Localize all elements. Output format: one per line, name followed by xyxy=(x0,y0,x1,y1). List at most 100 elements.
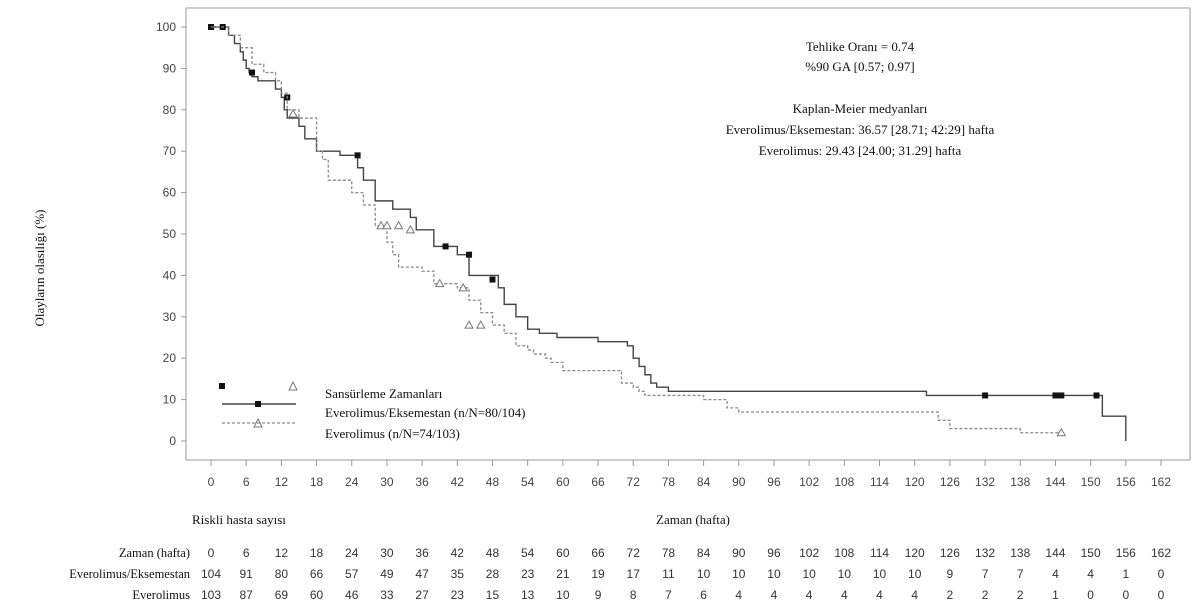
risk-cell: 156 xyxy=(1116,546,1136,560)
x-tick-label: 132 xyxy=(975,475,995,489)
risk-cell: 114 xyxy=(870,546,889,560)
risk-cell: 8 xyxy=(630,588,637,602)
legend-solid-square-marker xyxy=(255,401,261,407)
x-tick-label: 120 xyxy=(905,475,925,489)
censor-marker-square xyxy=(982,392,989,399)
y-tick-label: 60 xyxy=(163,186,177,200)
y-axis-label: Olayların olasılığı (%) xyxy=(32,210,47,327)
risk-cell: 66 xyxy=(310,567,324,581)
x-tick-label: 42 xyxy=(451,475,465,489)
risk-table-title: Riskli hasta sayısı xyxy=(192,512,286,527)
y-tick-label: 80 xyxy=(163,103,177,117)
legend: Sansürleme Zamanları Everolimus/Eksemest… xyxy=(219,380,526,441)
censor-marker-triangle xyxy=(288,108,298,118)
risk-cell: 78 xyxy=(662,546,676,560)
risk-cell: 87 xyxy=(240,588,254,602)
risk-cell: 126 xyxy=(940,546,960,560)
risk-cell: 72 xyxy=(627,546,641,560)
x-axis-label: Zaman (hafta) xyxy=(656,512,730,527)
risk-cell: 60 xyxy=(310,588,324,602)
y-tick-label: 90 xyxy=(163,61,177,75)
x-tick-label: 150 xyxy=(1081,475,1101,489)
x-tick-label: 108 xyxy=(834,475,854,489)
x-tick-label: 138 xyxy=(1010,475,1030,489)
y-tick-label: 20 xyxy=(163,351,177,365)
x-tick-label: 84 xyxy=(697,475,711,489)
risk-cell: 0 xyxy=(1158,567,1165,581)
risk-cell: 2 xyxy=(982,588,989,602)
risk-cell: 17 xyxy=(627,567,641,581)
censor-marker-triangle xyxy=(382,220,392,230)
censor-marker-triangle xyxy=(376,220,386,230)
axis-ticks: 0 10 20 30 40 50 60 70 80 90 100 0 6 12 18 24 30 36 42 48 54… xyxy=(156,20,1171,489)
risk-cell: 35 xyxy=(451,567,465,581)
risk-cell: 4 xyxy=(771,588,778,602)
risk-cell: 144 xyxy=(1045,546,1065,560)
risk-cell: 10 xyxy=(767,567,781,581)
legend-item-mono: Everolimus (n/N=74/103) xyxy=(325,426,460,441)
risk-cell: 4 xyxy=(806,588,813,602)
censor-marker-square xyxy=(354,152,361,159)
risk-cell: 48 xyxy=(486,546,500,560)
risk-cell: 60 xyxy=(556,546,570,560)
risk-cell: 47 xyxy=(415,567,429,581)
y-tick-label: 50 xyxy=(163,227,177,241)
risk-cell: 150 xyxy=(1081,546,1101,560)
x-tick-label: 78 xyxy=(662,475,676,489)
risk-cell: 10 xyxy=(556,588,570,602)
risk-cell: 18 xyxy=(310,546,324,560)
risk-cell: 4 xyxy=(1052,567,1059,581)
risk-cell: 1 xyxy=(1122,567,1129,581)
x-tick-label: 90 xyxy=(732,475,746,489)
series-layer xyxy=(208,24,1127,441)
x-tick-label: 30 xyxy=(380,475,394,489)
censor-marker-triangle xyxy=(464,320,474,329)
series-line-everolimus-eksemestan xyxy=(211,26,1127,441)
x-tick-label: 66 xyxy=(591,475,605,489)
risk-cell: 4 xyxy=(841,588,848,602)
risk-cell: 0 xyxy=(1158,588,1165,602)
risk-cell: 1 xyxy=(1052,588,1059,602)
risk-cell: 54 xyxy=(521,546,535,560)
risk-cell: 10 xyxy=(732,567,746,581)
x-tick-label: 96 xyxy=(767,475,781,489)
risk-cell: 102 xyxy=(799,546,819,560)
x-tick-label: 12 xyxy=(275,475,289,489)
x-tick-label: 54 xyxy=(521,475,535,489)
confidence-interval-text: %90 GA [0.57; 0.97] xyxy=(805,59,914,74)
y-tick-label: 40 xyxy=(163,268,177,282)
risk-cell: 66 xyxy=(591,546,605,560)
y-tick-label: 70 xyxy=(163,144,177,158)
x-tick-label: 0 xyxy=(208,475,215,489)
risk-cell: 57 xyxy=(345,567,359,581)
risk-cell: 108 xyxy=(834,546,854,560)
risk-cell: 30 xyxy=(380,546,394,560)
risk-cell: 28 xyxy=(486,567,500,581)
censor-marker-triangle xyxy=(434,278,445,288)
x-tick-label: 6 xyxy=(243,475,250,489)
legend-censor-square-marker xyxy=(219,383,225,389)
y-tick-label: 100 xyxy=(156,20,176,34)
risk-cell: 0 xyxy=(1122,588,1129,602)
censor-marker-triangle xyxy=(393,220,404,230)
risk-table: Zaman (hafta) 0 6 12 18 24 30 36 42 48 54 60 66 72 78 8… xyxy=(69,546,1171,602)
risk-cell: 104 xyxy=(201,567,221,581)
x-tick-label: 156 xyxy=(1116,475,1136,489)
risk-cell: 10 xyxy=(838,567,852,581)
legend-censor-triangle-marker xyxy=(288,380,298,391)
censor-marker-triangle xyxy=(458,282,469,292)
censor-marker-square xyxy=(1093,392,1100,399)
risk-cell: 9 xyxy=(947,567,954,581)
risk-cell: 4 xyxy=(1087,567,1094,581)
x-tick-label: 162 xyxy=(1151,475,1171,489)
km-median-mono: Everolimus: 29.43 [24.00; 31.29] hafta xyxy=(759,143,962,158)
risk-row-label: Zaman (hafta) xyxy=(119,546,190,560)
risk-cell: 6 xyxy=(700,588,707,602)
x-tick-label: 60 xyxy=(556,475,570,489)
km-medians-title: Kaplan-Meier medyanları xyxy=(793,101,928,116)
risk-cell: 10 xyxy=(802,567,816,581)
censor-marker-triangle xyxy=(405,224,416,234)
risk-cell: 10 xyxy=(908,567,922,581)
risk-cell: 91 xyxy=(240,567,254,581)
